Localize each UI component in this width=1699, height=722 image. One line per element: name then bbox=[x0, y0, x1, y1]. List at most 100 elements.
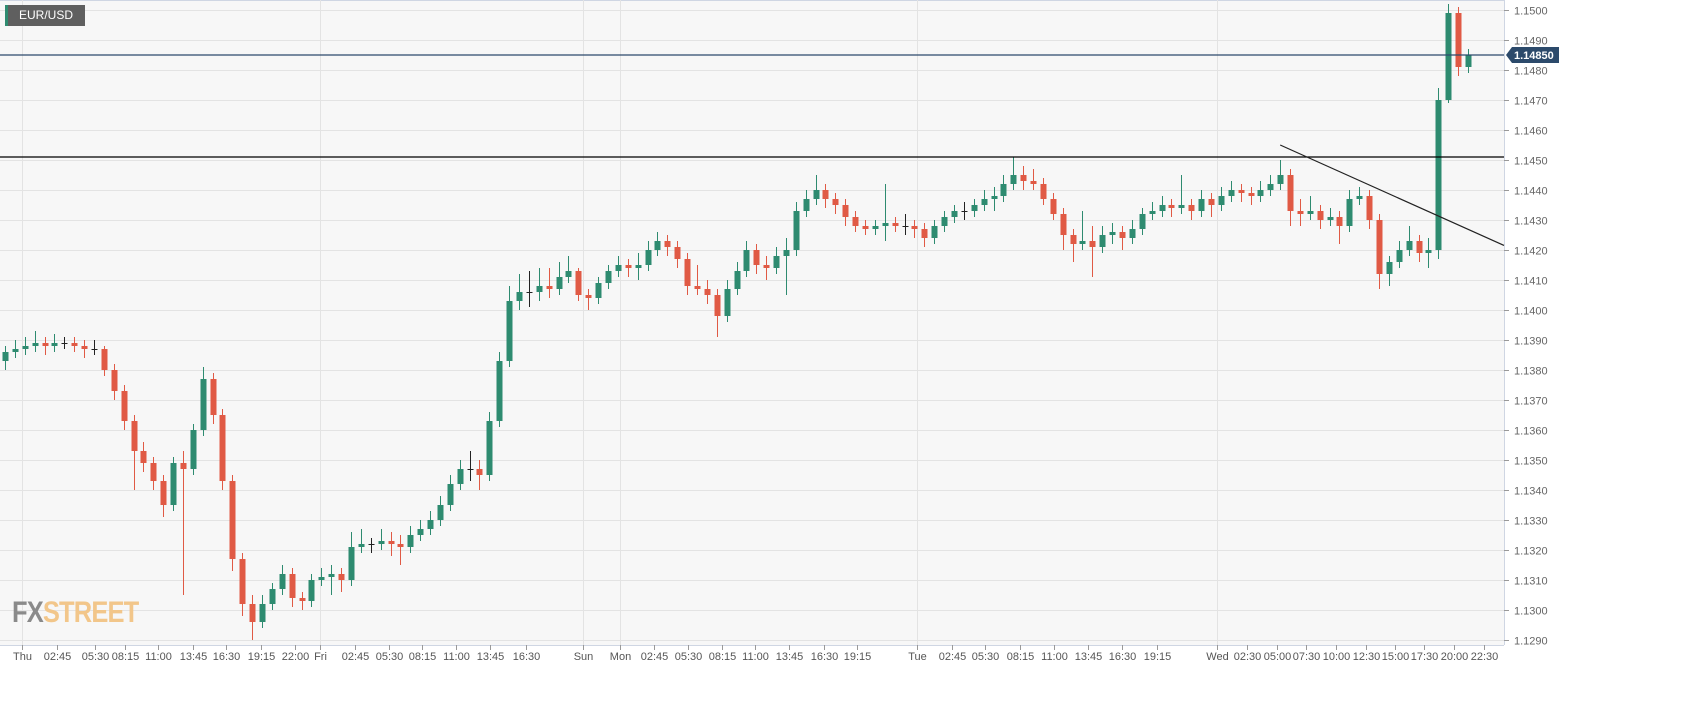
candle-body bbox=[1070, 235, 1077, 244]
candles bbox=[2, 4, 1472, 640]
time-tick-label: 02:45 bbox=[342, 651, 370, 663]
candle bbox=[269, 583, 276, 610]
candle-body bbox=[170, 463, 177, 505]
candle bbox=[951, 205, 958, 223]
candle-body bbox=[42, 343, 49, 346]
candle-body bbox=[1168, 205, 1175, 208]
candle bbox=[1218, 187, 1225, 211]
candle bbox=[635, 253, 642, 280]
candle bbox=[743, 241, 750, 277]
candle-body bbox=[348, 547, 355, 580]
candle-body bbox=[1050, 199, 1057, 214]
candle bbox=[1336, 211, 1343, 244]
candle-body bbox=[1129, 229, 1136, 238]
drawn-lines[interactable] bbox=[0, 54, 1505, 246]
candle bbox=[1307, 196, 1314, 220]
candle bbox=[318, 568, 325, 586]
time-tick-label: 17:30 bbox=[1411, 651, 1439, 663]
candle-body bbox=[1000, 184, 1007, 196]
time-tick-label: Sun bbox=[574, 651, 594, 663]
candle-body bbox=[457, 469, 464, 484]
time-axis[interactable]: Thu 02:45 05:30 08:15 11:00 13:45 16:30 19:15 22… bbox=[0, 645, 1504, 663]
candle bbox=[991, 187, 998, 211]
candle bbox=[249, 595, 256, 640]
candle bbox=[1109, 223, 1116, 244]
candle bbox=[131, 415, 138, 490]
candle-body bbox=[150, 463, 157, 481]
candle bbox=[51, 334, 58, 352]
time-tick-label: 11:00 bbox=[443, 651, 470, 663]
candle-body bbox=[664, 241, 671, 247]
candle bbox=[645, 241, 652, 271]
candle-body bbox=[486, 421, 493, 475]
time-tick-label: 22:00 bbox=[282, 651, 310, 663]
candle-body bbox=[1376, 220, 1383, 274]
candle-body bbox=[892, 223, 899, 226]
price-tick-label: 1.1420 bbox=[1514, 246, 1548, 258]
candle-body bbox=[219, 415, 226, 481]
fxstreet-logo: FXSTREET bbox=[12, 596, 139, 630]
time-tick-label: 11:00 bbox=[145, 651, 172, 663]
candle-body bbox=[605, 271, 612, 283]
candle-body bbox=[556, 277, 563, 289]
candle-body bbox=[911, 226, 918, 229]
candle bbox=[832, 193, 839, 214]
current-price-tag-shape bbox=[1506, 47, 1559, 63]
time-tick-label: 11:00 bbox=[1041, 651, 1068, 663]
candle bbox=[753, 244, 760, 274]
grid bbox=[0, 0, 1504, 645]
candle bbox=[140, 442, 147, 472]
time-tick-label: 20:00 bbox=[1441, 651, 1469, 663]
candle bbox=[506, 286, 513, 367]
candle bbox=[71, 337, 78, 352]
candle bbox=[111, 364, 118, 400]
price-tick-label: 1.1320 bbox=[1514, 546, 1548, 558]
candle bbox=[575, 268, 582, 301]
candle bbox=[862, 220, 869, 235]
candle-body bbox=[279, 574, 286, 589]
candle bbox=[190, 424, 197, 475]
candle bbox=[1079, 211, 1086, 250]
candle bbox=[684, 253, 691, 295]
candle bbox=[872, 220, 879, 235]
candle bbox=[793, 202, 800, 256]
time-tick-label: Wed bbox=[1206, 651, 1228, 663]
candle bbox=[1267, 175, 1274, 196]
candle-body bbox=[200, 379, 207, 430]
candle bbox=[486, 412, 493, 481]
candle bbox=[1208, 193, 1215, 217]
time-tick-label: Mon bbox=[610, 651, 631, 663]
candle bbox=[565, 256, 572, 283]
time-tick-label: 19:15 bbox=[844, 651, 872, 663]
price-tick-label: 1.1380 bbox=[1514, 366, 1548, 378]
candle-body bbox=[12, 349, 19, 352]
candle bbox=[526, 271, 533, 307]
candle-body bbox=[1149, 211, 1156, 214]
candle bbox=[1376, 214, 1383, 289]
time-tick-label: 16:30 bbox=[1109, 651, 1137, 663]
candle-body bbox=[991, 196, 998, 199]
price-tick-label: 1.1490 bbox=[1514, 36, 1548, 48]
candle bbox=[615, 256, 622, 277]
candle-body bbox=[328, 574, 335, 577]
candle-body bbox=[1416, 241, 1423, 253]
candle bbox=[605, 265, 612, 289]
candle bbox=[200, 367, 207, 436]
candle-body bbox=[1435, 100, 1442, 250]
candle-body bbox=[1248, 193, 1255, 196]
candle bbox=[1188, 199, 1195, 220]
candle-body bbox=[338, 574, 345, 580]
candle bbox=[931, 220, 938, 244]
candle-body bbox=[1089, 241, 1096, 247]
price-axis[interactable]: 1.1500 1.1490 1.1480 1.1470 1.1460 1.1450 1.14… bbox=[1504, 0, 1548, 648]
candle bbox=[1020, 166, 1027, 190]
candle bbox=[1139, 208, 1146, 235]
candle-body bbox=[417, 529, 424, 535]
candle-body bbox=[1386, 262, 1393, 274]
candle-body bbox=[1327, 217, 1334, 220]
candle-body bbox=[1425, 250, 1432, 253]
candle-body bbox=[1396, 250, 1403, 262]
candle bbox=[694, 265, 701, 295]
candle bbox=[1198, 190, 1205, 217]
